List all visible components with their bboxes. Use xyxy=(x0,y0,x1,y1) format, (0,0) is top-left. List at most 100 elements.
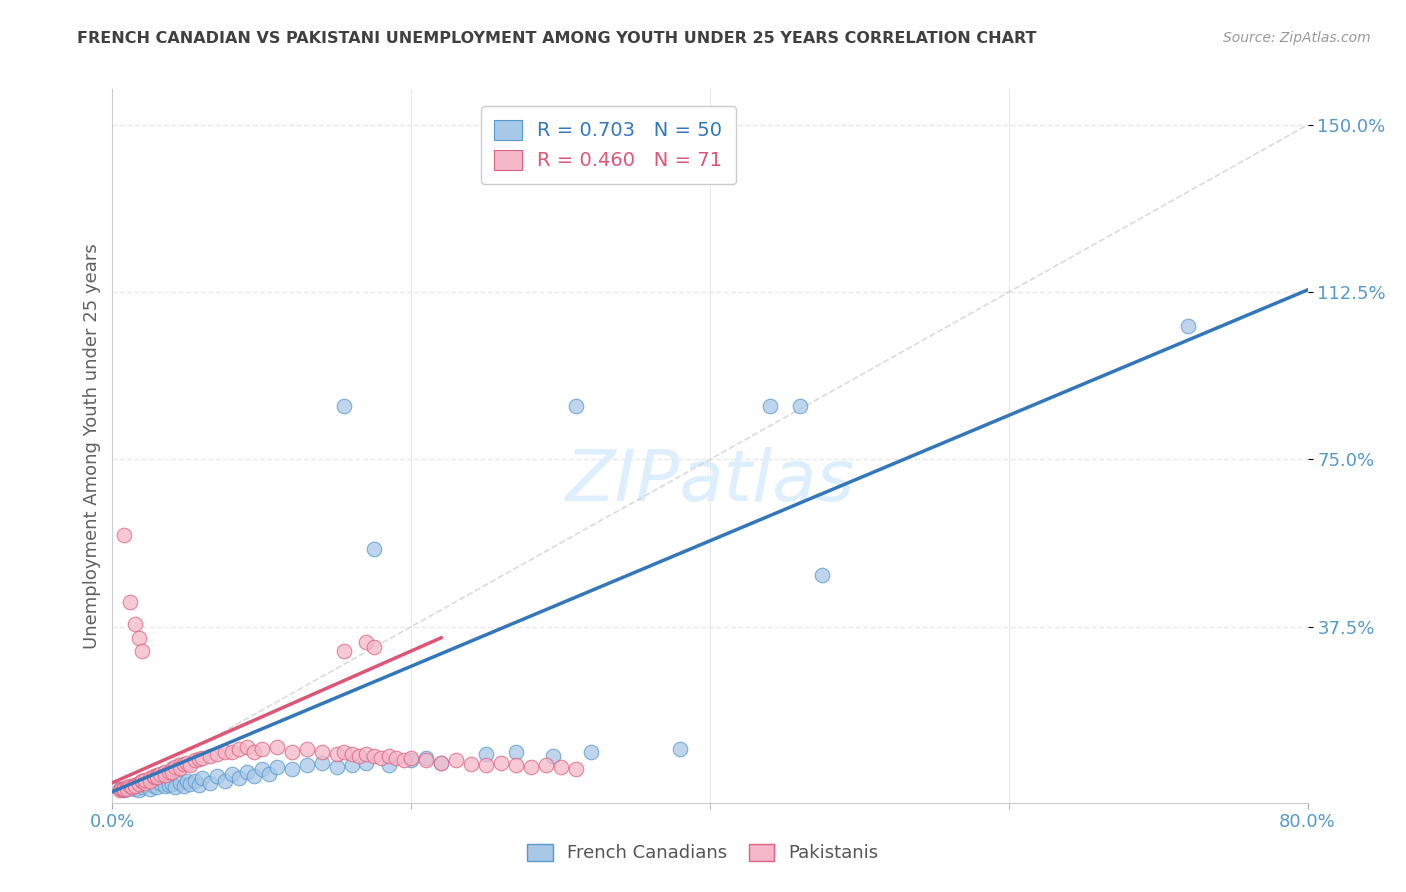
Point xyxy=(356,635,378,649)
Point xyxy=(188,778,211,792)
Point xyxy=(169,758,191,772)
Point xyxy=(173,779,195,793)
Point xyxy=(124,617,146,632)
Point xyxy=(131,773,153,788)
Point xyxy=(444,753,467,767)
Point xyxy=(340,758,363,772)
Point xyxy=(228,771,250,786)
Point xyxy=(198,776,221,790)
Point xyxy=(221,744,243,758)
Point xyxy=(191,751,214,765)
Point xyxy=(401,753,423,767)
Point xyxy=(108,783,131,797)
Point xyxy=(534,758,557,772)
Point xyxy=(333,644,356,658)
Point xyxy=(564,399,586,413)
Point xyxy=(228,742,250,756)
Point xyxy=(131,774,153,789)
Point xyxy=(415,753,437,767)
Point xyxy=(165,780,187,795)
Point xyxy=(243,769,266,783)
Point xyxy=(1177,318,1199,333)
Point xyxy=(250,762,273,776)
Point xyxy=(401,751,423,765)
Point xyxy=(157,778,180,792)
Text: Source: ZipAtlas.com: Source: ZipAtlas.com xyxy=(1223,31,1371,45)
Point xyxy=(134,772,156,787)
Point xyxy=(475,747,498,761)
Point xyxy=(214,773,236,788)
Point xyxy=(520,760,543,774)
Point xyxy=(378,758,401,772)
Point xyxy=(176,756,198,770)
Y-axis label: Unemployment Among Youth under 25 years: Unemployment Among Youth under 25 years xyxy=(83,244,101,648)
Text: FRENCH CANADIAN VS PAKISTANI UNEMPLOYMENT AMONG YOUTH UNDER 25 YEARS CORRELATION: FRENCH CANADIAN VS PAKISTANI UNEMPLOYMEN… xyxy=(77,31,1036,46)
Point xyxy=(114,528,135,542)
Point xyxy=(114,782,135,797)
Point xyxy=(117,781,139,796)
Point xyxy=(134,778,156,792)
Point xyxy=(139,771,162,786)
Point xyxy=(460,756,482,771)
Point xyxy=(143,769,166,783)
Point xyxy=(311,744,333,758)
Point xyxy=(124,782,146,797)
Point xyxy=(169,761,191,775)
Point xyxy=(505,758,527,772)
Point xyxy=(121,780,143,795)
Point xyxy=(243,744,266,758)
Point xyxy=(139,781,162,796)
Point xyxy=(143,770,166,784)
Point xyxy=(128,777,150,791)
Point xyxy=(146,780,169,795)
Point xyxy=(128,776,150,790)
Point xyxy=(759,399,782,413)
Point xyxy=(165,760,187,774)
Point xyxy=(266,760,288,774)
Point xyxy=(325,747,347,761)
Point xyxy=(108,782,131,797)
Point xyxy=(205,747,228,761)
Point xyxy=(120,780,142,795)
Point xyxy=(198,749,221,764)
Point xyxy=(173,756,195,771)
Point xyxy=(311,756,333,770)
Point xyxy=(110,782,132,797)
Point xyxy=(325,760,347,774)
Point xyxy=(489,756,512,770)
Point xyxy=(143,779,166,793)
Point xyxy=(176,773,198,788)
Point xyxy=(139,773,162,788)
Point xyxy=(550,760,572,774)
Point xyxy=(146,770,169,784)
Point xyxy=(250,742,273,756)
Point xyxy=(157,764,180,779)
Point xyxy=(153,768,176,782)
Point xyxy=(179,758,201,772)
Point xyxy=(281,744,304,758)
Point xyxy=(295,758,318,772)
Point xyxy=(363,541,385,556)
Point xyxy=(789,399,811,413)
Point xyxy=(811,568,834,582)
Point xyxy=(236,764,259,779)
Legend: R = 0.703   N = 50, R = 0.460   N = 71: R = 0.703 N = 50, R = 0.460 N = 71 xyxy=(481,106,735,184)
Point xyxy=(183,774,205,789)
Point xyxy=(131,644,153,658)
Point xyxy=(117,780,139,795)
Point xyxy=(363,640,385,654)
Point xyxy=(475,758,498,772)
Point xyxy=(149,776,172,790)
Point xyxy=(153,765,176,780)
Point xyxy=(134,776,156,790)
Point xyxy=(153,779,176,793)
Point xyxy=(149,767,172,781)
Point xyxy=(363,749,385,764)
Point xyxy=(131,780,153,795)
Point xyxy=(356,756,378,770)
Point xyxy=(162,777,183,791)
Point xyxy=(120,595,142,609)
Point xyxy=(179,777,201,791)
Point xyxy=(392,753,415,767)
Point xyxy=(340,747,363,761)
